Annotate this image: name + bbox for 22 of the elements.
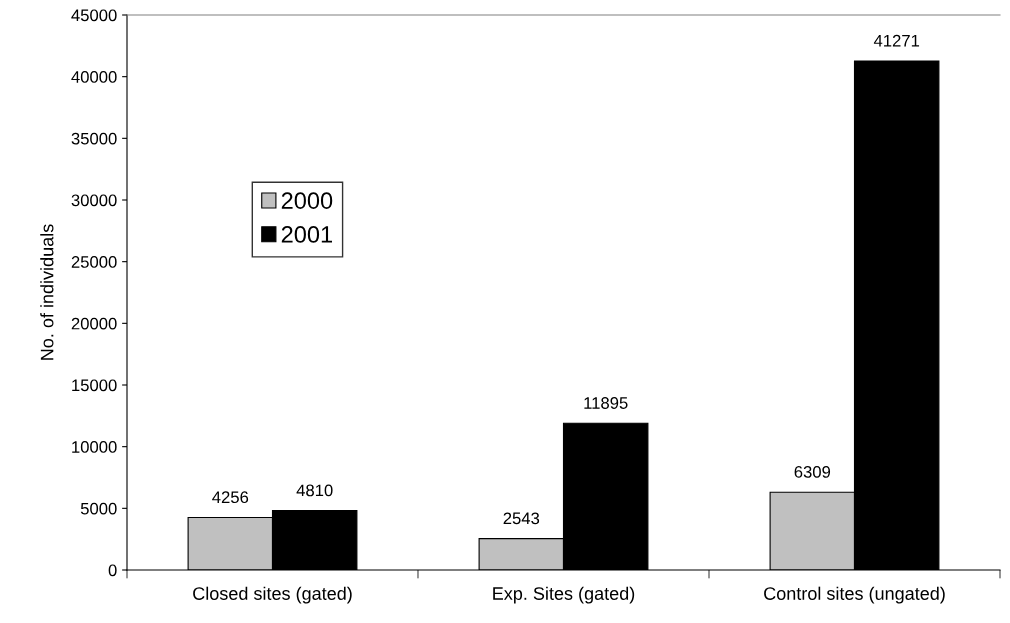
x-tick-label: Closed sites (gated)	[193, 586, 352, 604]
data-label: 41271	[873, 34, 920, 47]
data-label: 2543	[503, 512, 540, 525]
y-tick-label: 40000	[71, 71, 117, 83]
y-tick-label: 30000	[71, 194, 117, 207]
legend-label: 2000	[281, 192, 333, 209]
x-tick-label: Exp. Sites (gated)	[493, 586, 635, 604]
y-tick-label: 45000	[71, 9, 117, 22]
y-tick-label: 35000	[71, 132, 117, 145]
data-label: 4810	[296, 484, 333, 497]
y-tick-label: 0	[108, 564, 117, 577]
y-tick-label: 20000	[71, 317, 117, 330]
data-label: 4256	[212, 491, 249, 504]
y-tick-label: 5000	[80, 502, 117, 515]
y-axis-title: No. of individuals	[40, 224, 54, 360]
data-label: 11895	[584, 397, 628, 409]
data-label: 6309	[794, 465, 831, 478]
legend-label: 2001	[281, 226, 332, 243]
y-tick-label: 25000	[71, 256, 117, 268]
x-tick-label: Control sites (ungated)	[764, 586, 945, 604]
y-tick-label: 15000	[72, 379, 117, 392]
y-tick-label: 10000	[72, 441, 117, 453]
